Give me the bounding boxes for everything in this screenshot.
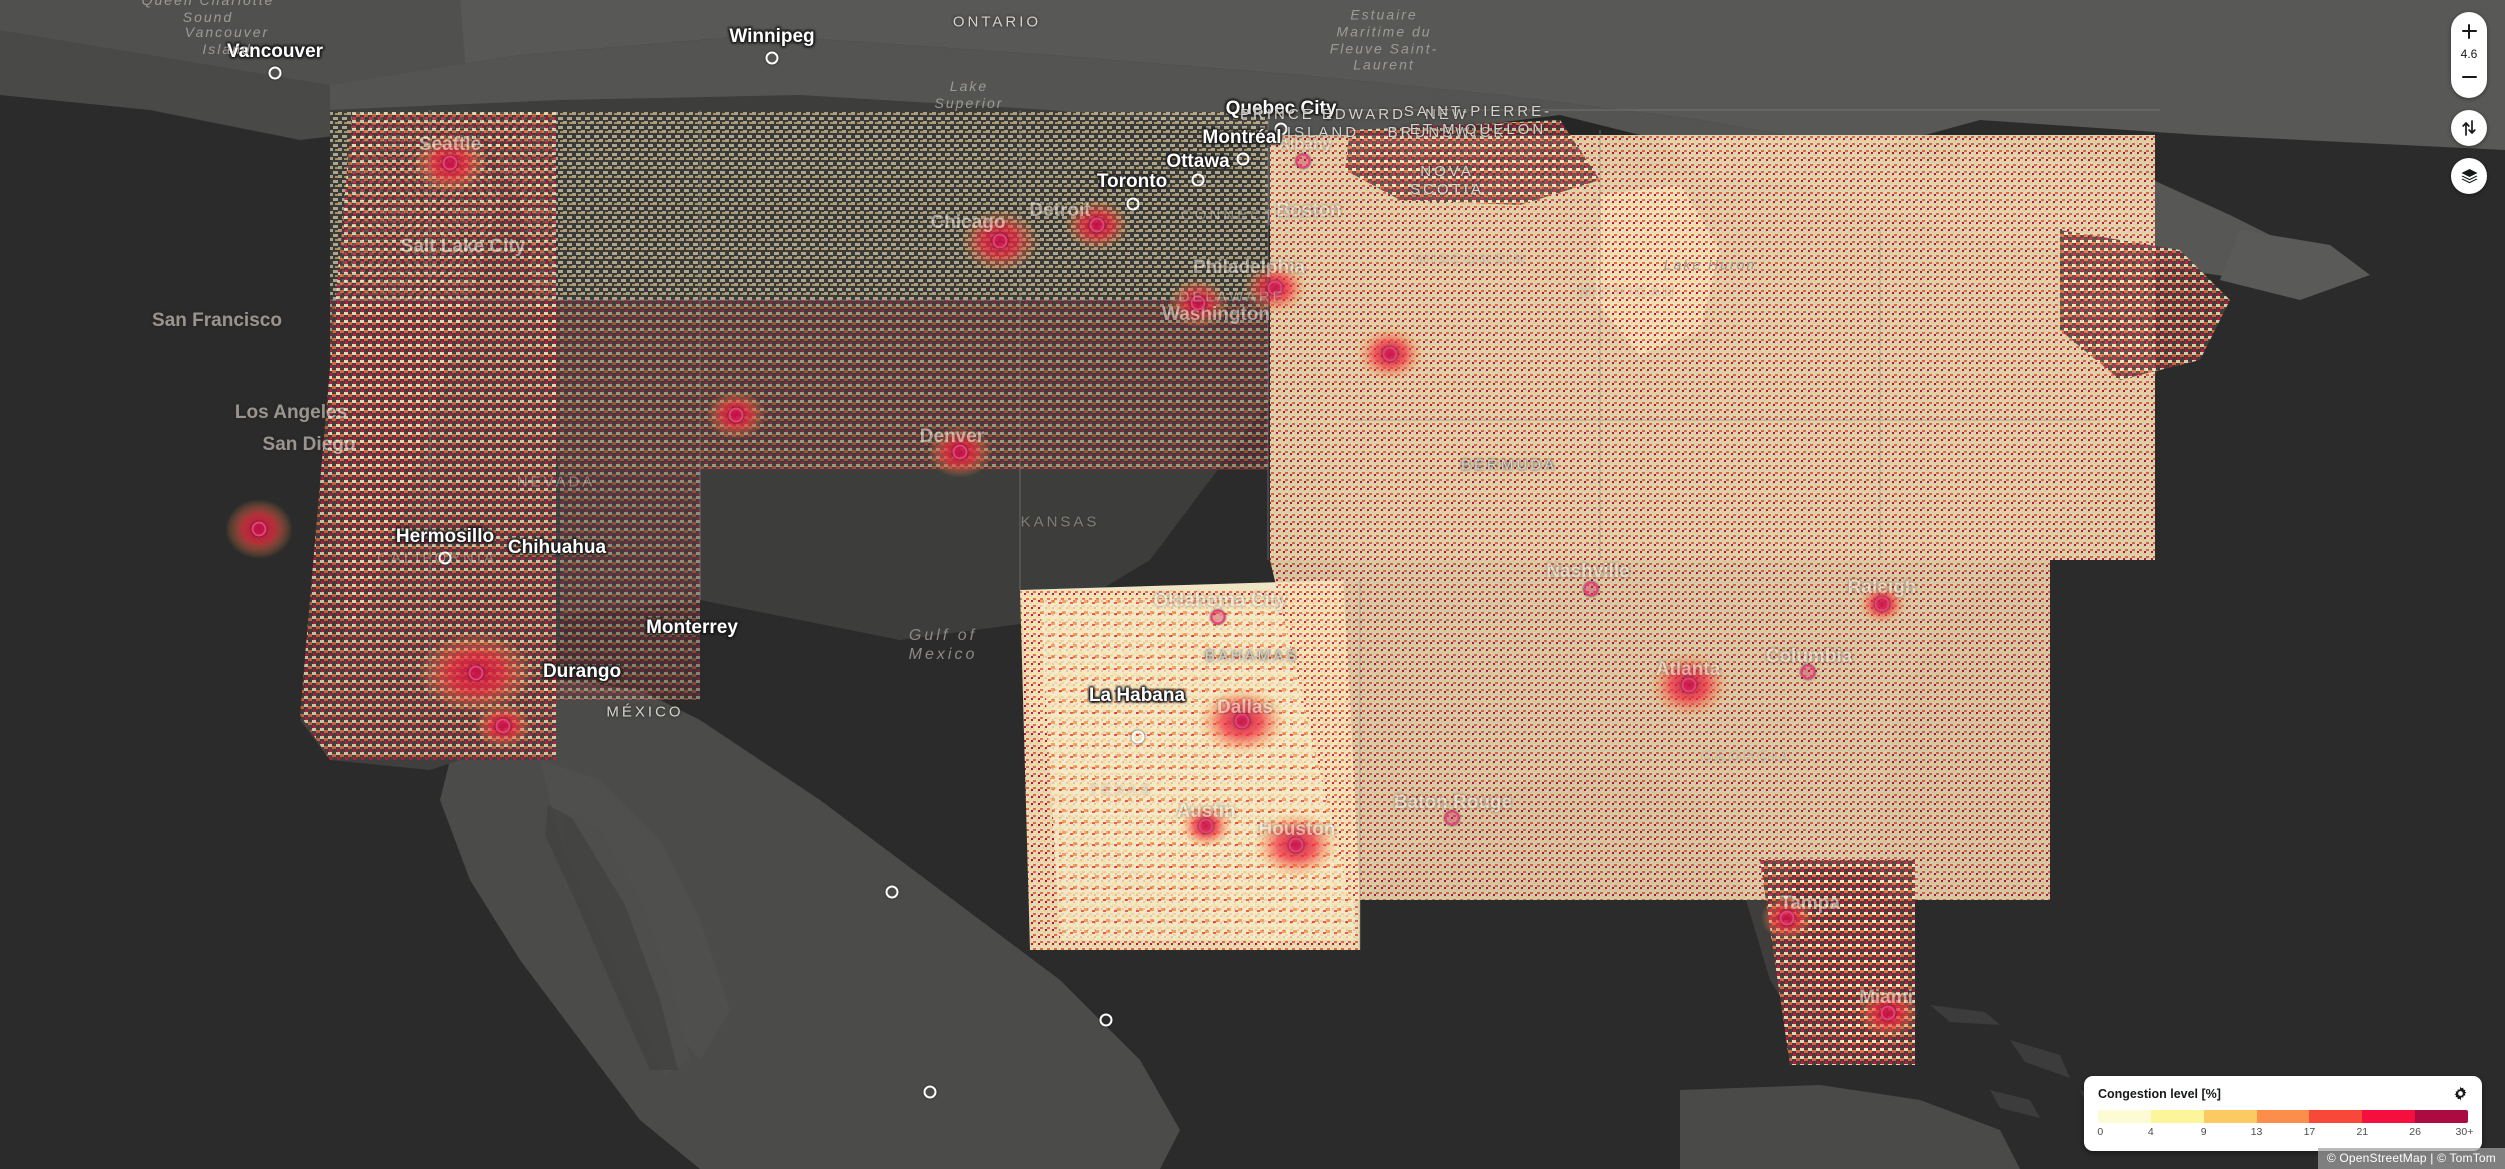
city-marker-dot[interactable] [992, 233, 1008, 249]
ramp-tick-label: 21 [2356, 1126, 2369, 1138]
ramp-segment [2415, 1110, 2468, 1123]
city-marker-dot[interactable] [1444, 810, 1460, 826]
up-down-arrows-icon [2462, 120, 2476, 136]
city-marker-dot[interactable] [495, 718, 511, 734]
city-marker-dot[interactable] [1274, 122, 1288, 136]
city-marker-dot[interactable] [1382, 346, 1398, 362]
city-marker-dot[interactable] [728, 407, 744, 423]
city-marker-dot[interactable] [251, 521, 267, 537]
city-marker-dot[interactable] [1874, 596, 1890, 612]
city-marker-dot[interactable] [1190, 295, 1206, 311]
congestion-legend[interactable]: Congestion level [%] 0 4 9 13 17 21 26 30+ [2084, 1076, 2482, 1151]
ramp-tick-label: 17 [2303, 1126, 2316, 1138]
ramp-segment [2150, 1110, 2204, 1123]
layers-icon [2461, 169, 2477, 184]
city-marker-dot[interactable] [1126, 197, 1140, 211]
ramp-segment [2098, 1110, 2151, 1123]
city-marker-dot[interactable] [1131, 730, 1145, 744]
ramp-segment [2309, 1110, 2363, 1123]
city-marker-dot[interactable] [1267, 280, 1283, 296]
city-marker-dot[interactable] [1210, 609, 1226, 625]
ramp-tick-label: 4 [2147, 1126, 2154, 1138]
city-marker-dot[interactable] [468, 665, 484, 681]
ramp-segment [2256, 1110, 2310, 1123]
tilt-button[interactable] [2451, 110, 2487, 146]
color-ramp [2098, 1110, 2468, 1123]
map-controls[interactable]: 4.6 [2451, 12, 2487, 194]
zoom-out-button[interactable] [2451, 64, 2487, 90]
city-marker-dot[interactable] [1880, 1005, 1896, 1021]
city-marker-dot[interactable] [442, 155, 458, 171]
city-marker-dot[interactable] [1288, 837, 1304, 853]
city-marker-dot[interactable] [1779, 910, 1795, 926]
ramp-tick-label: 9 [2200, 1126, 2207, 1138]
ramp-tick-label: 30+ [2455, 1126, 2474, 1138]
gear-icon [2454, 1086, 2467, 1101]
color-ramp-ticks: 0 4 9 13 17 21 26 30+ [2097, 1125, 2473, 1139]
city-marker-dot[interactable] [885, 885, 899, 899]
city-marker-dot[interactable] [1191, 173, 1205, 187]
map-attribution[interactable]: © OpenStreetMap | © TomTom [2317, 1148, 2505, 1169]
plus-icon [2461, 23, 2477, 39]
ramp-tick-label: 13 [2250, 1126, 2263, 1138]
city-marker-dot[interactable] [1234, 713, 1250, 729]
layers-button[interactable] [2451, 158, 2487, 194]
city-marker-dot[interactable] [765, 51, 779, 65]
ramp-tick-label: 26 [2409, 1126, 2421, 1138]
ramp-segment [2203, 1110, 2257, 1123]
ramp-tick-label: 0 [2097, 1126, 2104, 1138]
ramp-segment [2362, 1110, 2416, 1123]
city-marker-dot[interactable] [1800, 664, 1816, 680]
zoom-in-button[interactable] [2451, 18, 2487, 44]
city-marker-dot[interactable] [1099, 1013, 1113, 1027]
legend-settings-button[interactable] [2453, 1086, 2468, 1101]
city-marker-dot[interactable] [268, 66, 282, 80]
city-marker-dot[interactable] [923, 1085, 937, 1099]
city-marker-dot[interactable] [1236, 152, 1250, 166]
city-marker-dot[interactable] [438, 551, 452, 565]
minus-icon [2461, 70, 2477, 85]
city-marker-dot[interactable] [952, 444, 968, 460]
city-marker-dot[interactable] [1198, 818, 1214, 834]
city-marker-dot[interactable] [1089, 217, 1105, 233]
legend-header: Congestion level [%] [2098, 1086, 2468, 1101]
zoom-control[interactable]: 4.6 [2451, 12, 2487, 98]
city-marker-dot[interactable] [1583, 581, 1599, 597]
city-marker-dot[interactable] [1295, 153, 1311, 169]
legend-title: Congestion level [%] [2098, 1086, 2221, 1101]
zoom-level-value: 4.6 [2460, 47, 2478, 61]
city-marker-dot[interactable] [1681, 677, 1697, 693]
